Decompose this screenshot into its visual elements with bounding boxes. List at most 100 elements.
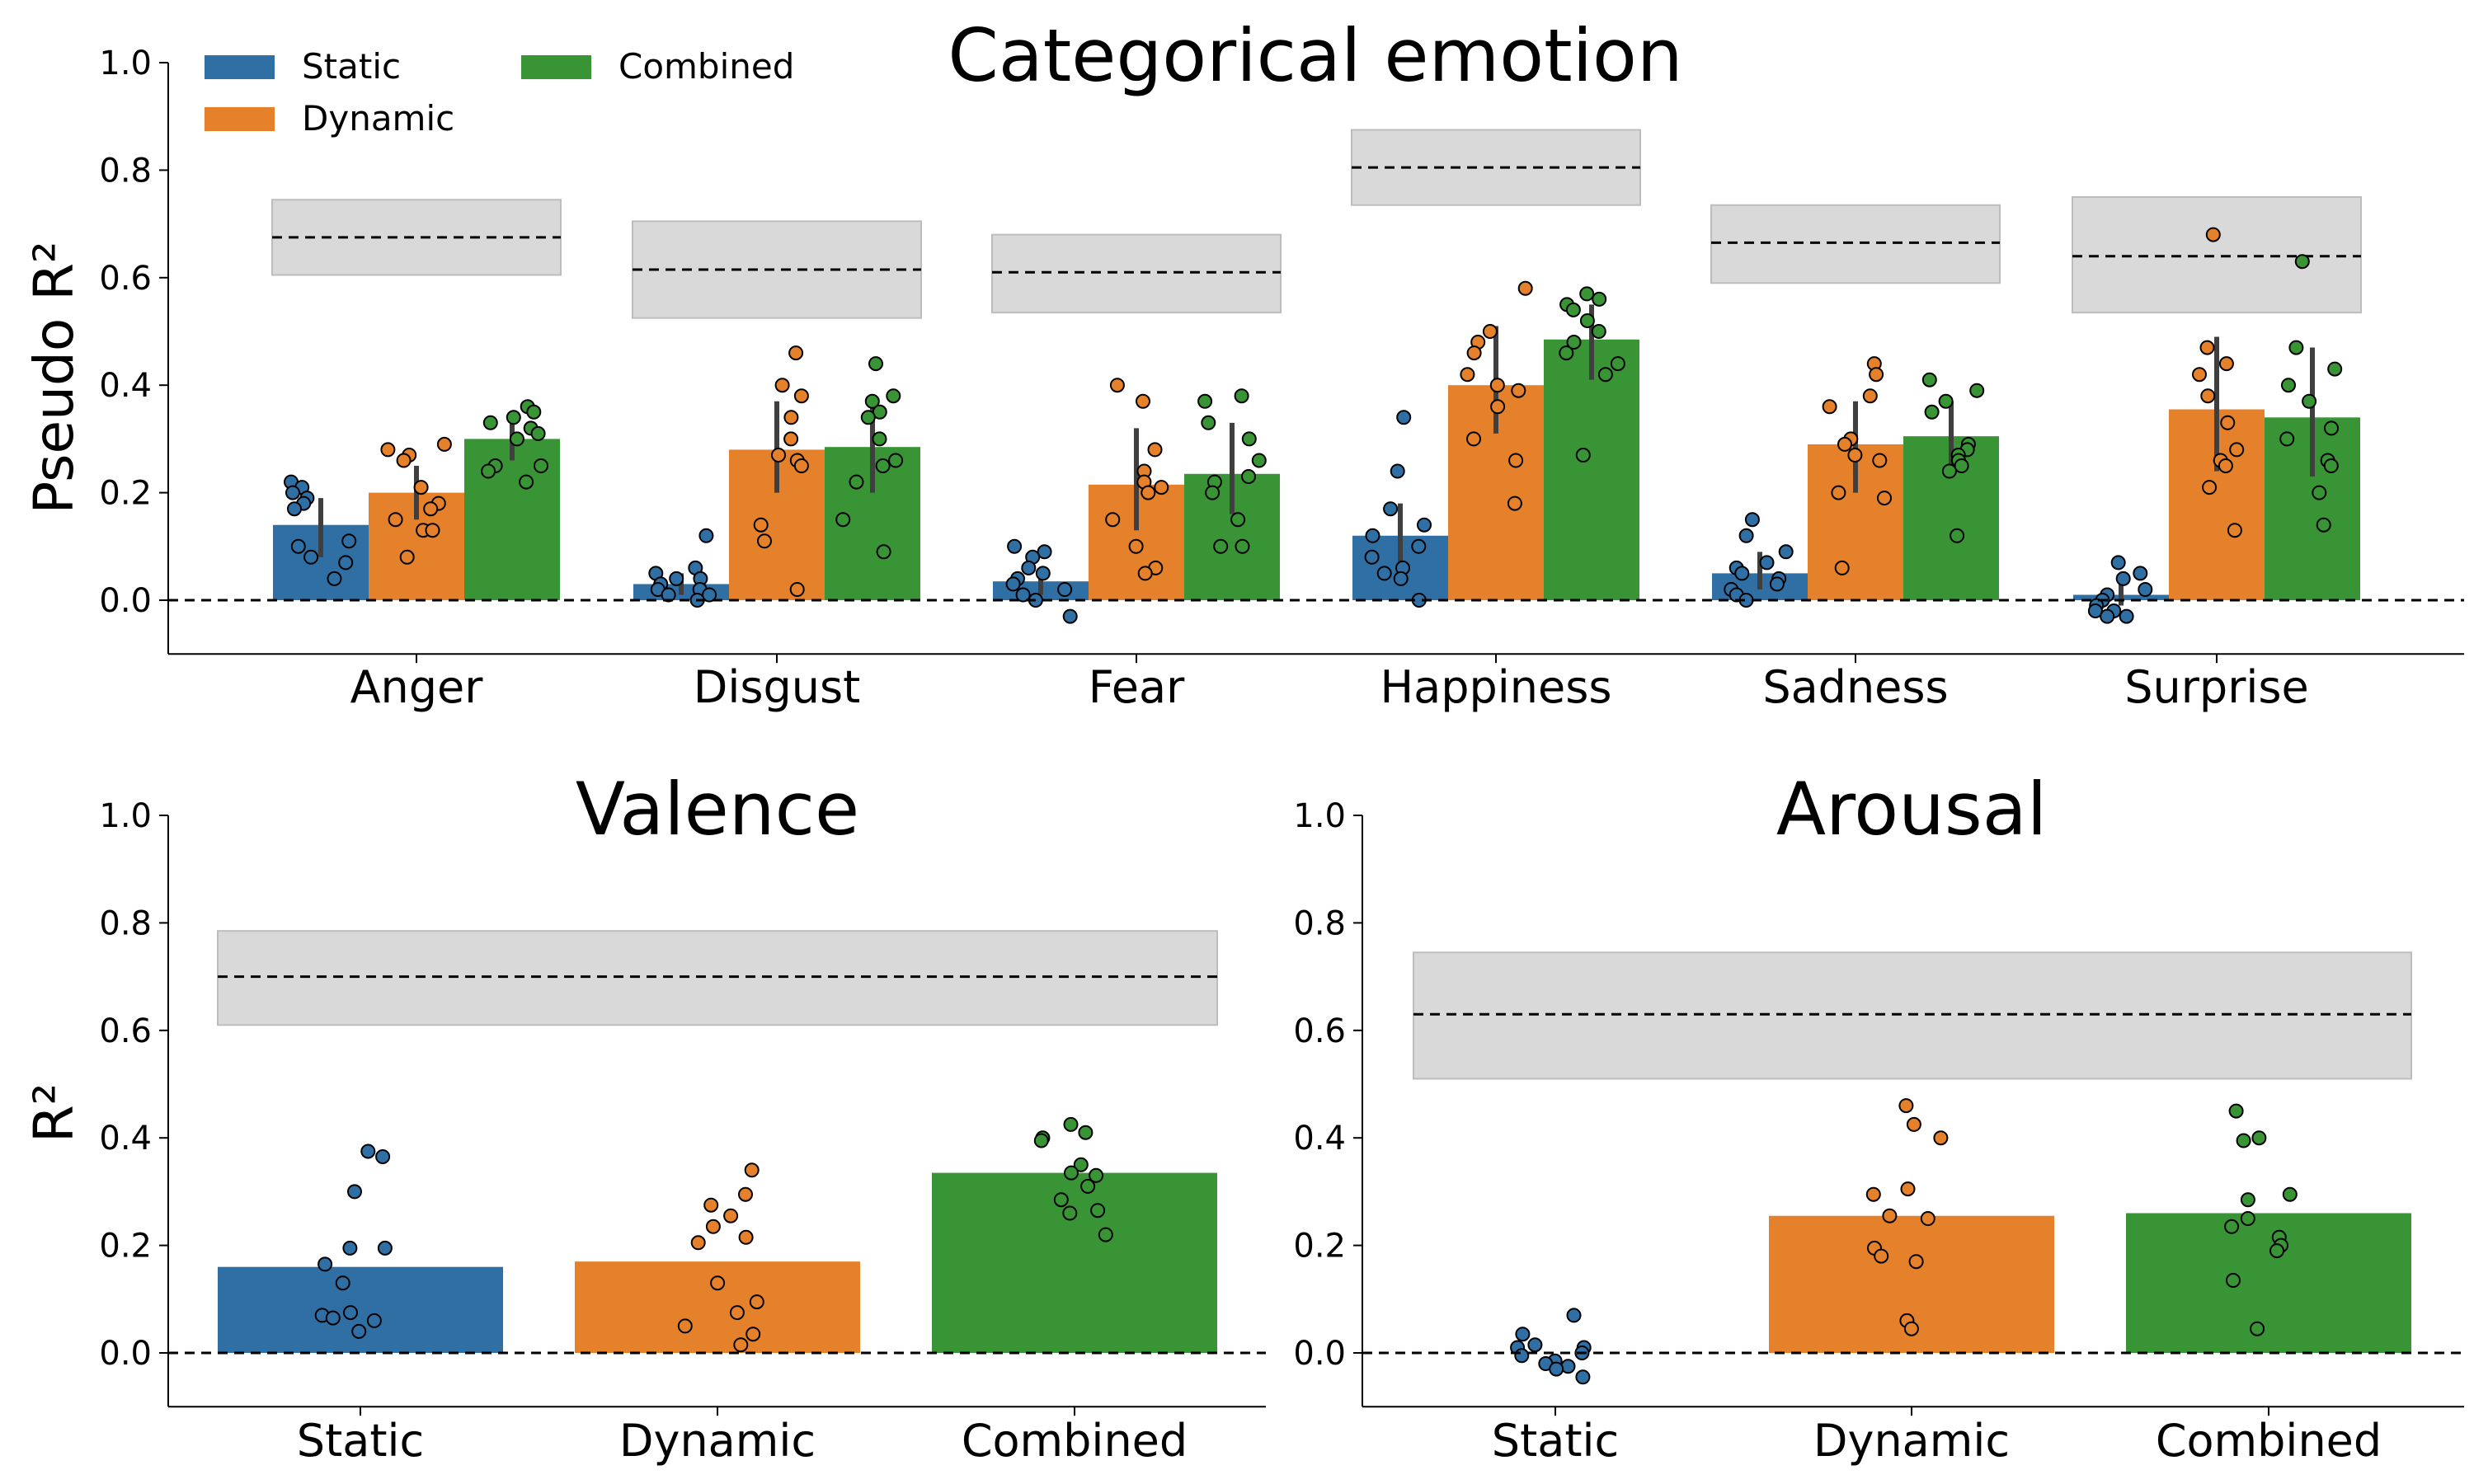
arousal-point-dynamic <box>1898 1098 1914 1114</box>
point-combined-sadness <box>1924 404 1940 420</box>
point-combined-anger <box>506 410 521 425</box>
valence-point-static <box>360 1144 376 1159</box>
point-combined-sadness <box>1938 393 1954 409</box>
arousal-point-combined <box>2251 1130 2267 1146</box>
point-combined-anger <box>519 474 534 490</box>
top-ytick-label: 0.2 <box>99 475 152 513</box>
point-dynamic-happiness <box>1466 345 1482 361</box>
arousal-point-dynamic <box>1920 1211 1935 1226</box>
point-static-surprise <box>2110 555 2126 571</box>
valence-point-dynamic <box>738 1229 754 1245</box>
categorical-emotion-ylabel: Pseudo R² <box>22 241 86 514</box>
point-combined-fear <box>1205 485 1221 500</box>
point-static-sadness <box>1738 528 1754 543</box>
categorical-emotion-title: Categorical emotion <box>948 13 1682 98</box>
point-dynamic-disgust <box>783 431 799 447</box>
point-dynamic-surprise <box>2229 442 2245 458</box>
point-combined-surprise <box>2312 485 2327 500</box>
point-dynamic-sadness <box>1837 436 1852 452</box>
arousal-point-combined <box>2240 1211 2255 1226</box>
noise-ceiling-band-anger <box>271 199 562 276</box>
arousal-panel: Arousal 0.0 0.2 0.4 0.6 0.8 1.0 Static Dynamic C… <box>1293 767 2464 1467</box>
point-static-happiness <box>1365 528 1380 543</box>
xtick-label-sadness: Sadness <box>1762 661 1948 713</box>
point-combined-surprise <box>2324 420 2339 436</box>
point-static-happiness <box>1376 566 1392 581</box>
point-static-fear <box>1007 538 1023 554</box>
point-combined-happiness <box>1597 367 1613 383</box>
point-dynamic-surprise <box>2227 523 2242 538</box>
valence-xtick-label-dynamic: Dynamic <box>619 1415 816 1467</box>
point-combined-happiness <box>1559 345 1574 361</box>
point-dynamic-anger <box>380 442 396 458</box>
point-static-surprise <box>2119 608 2134 624</box>
arousal-point-dynamic <box>1900 1181 1916 1197</box>
point-dynamic-anger <box>388 512 403 528</box>
point-combined-happiness <box>1610 356 1625 372</box>
point-combined-fear <box>1241 431 1257 447</box>
point-dynamic-surprise <box>2205 227 2221 242</box>
point-combined-disgust <box>860 410 876 425</box>
point-static-happiness <box>1411 538 1427 554</box>
point-static-happiness <box>1364 549 1380 565</box>
xtick-label-fear: Fear <box>1089 661 1185 713</box>
point-static-fear <box>1015 587 1031 603</box>
point-static-surprise <box>2087 603 2103 618</box>
arousal-xtick-label-static: Static <box>1492 1415 1619 1467</box>
bar-combined-happiness <box>1544 339 1639 600</box>
arousal-ytick-label: 0.6 <box>1293 1012 1346 1050</box>
arousal-point-static <box>1527 1337 1543 1353</box>
arousal-point-static <box>1515 1327 1531 1342</box>
point-combined-fear <box>1213 538 1229 554</box>
noise-ceiling-band-surprise <box>2072 196 2362 314</box>
point-dynamic-anger <box>396 453 412 468</box>
valence-point-dynamic <box>729 1305 745 1321</box>
valence-xtick-label-static: Static <box>297 1415 424 1467</box>
point-static-surprise <box>2133 566 2148 581</box>
point-combined-disgust <box>886 388 901 404</box>
point-combined-surprise <box>2294 254 2310 270</box>
point-static-fear <box>1062 608 1078 624</box>
arousal-point-dynamic <box>1882 1208 1898 1223</box>
point-combined-anger <box>481 463 496 479</box>
point-combined-disgust <box>876 544 891 560</box>
valence-point-static <box>375 1149 391 1164</box>
noise-ceiling-band-happiness <box>1351 129 1641 206</box>
point-static-happiness <box>1383 501 1399 517</box>
top-ytick-label: 0.4 <box>99 367 152 405</box>
point-dynamic-surprise <box>2202 480 2218 495</box>
arousal-point-static <box>1549 1361 1564 1377</box>
point-dynamic-happiness <box>1460 367 1475 383</box>
point-combined-surprise <box>2327 361 2343 377</box>
point-combined-happiness <box>1565 302 1581 317</box>
point-combined-surprise <box>2281 378 2296 393</box>
arousal-point-static <box>1566 1308 1582 1323</box>
arousal-point-combined <box>2224 1219 2240 1234</box>
valence-point-static <box>317 1256 333 1272</box>
point-dynamic-happiness <box>1511 383 1526 398</box>
point-dynamic-happiness <box>1466 431 1481 447</box>
point-dynamic-happiness <box>1482 324 1498 339</box>
valence-point-combined <box>1062 1205 1078 1221</box>
point-combined-happiness <box>1579 313 1595 328</box>
point-dynamic-sadness <box>1877 491 1892 506</box>
point-static-fear <box>1021 560 1037 575</box>
point-combined-disgust <box>868 356 883 372</box>
valence-point-combined <box>1078 1125 1094 1140</box>
arousal-ytick-label: 0.4 <box>1293 1120 1346 1158</box>
arousal-point-combined <box>2226 1273 2241 1288</box>
point-dynamic-disgust <box>753 517 769 533</box>
point-dynamic-fear <box>1147 442 1163 458</box>
point-static-anger <box>338 555 354 571</box>
arousal-point-combined <box>2236 1133 2251 1148</box>
arousal-point-combined <box>2282 1186 2298 1202</box>
arousal-point-static <box>1575 1369 1591 1385</box>
point-static-surprise <box>2138 582 2153 597</box>
point-combined-disgust <box>875 458 891 473</box>
valence-point-dynamic <box>723 1208 739 1223</box>
point-combined-sadness <box>1969 383 1985 398</box>
arousal-ytick-label: 0.0 <box>1293 1335 1346 1373</box>
point-static-happiness <box>1417 517 1432 533</box>
point-static-anger <box>327 571 342 586</box>
valence-point-dynamic <box>710 1275 726 1291</box>
